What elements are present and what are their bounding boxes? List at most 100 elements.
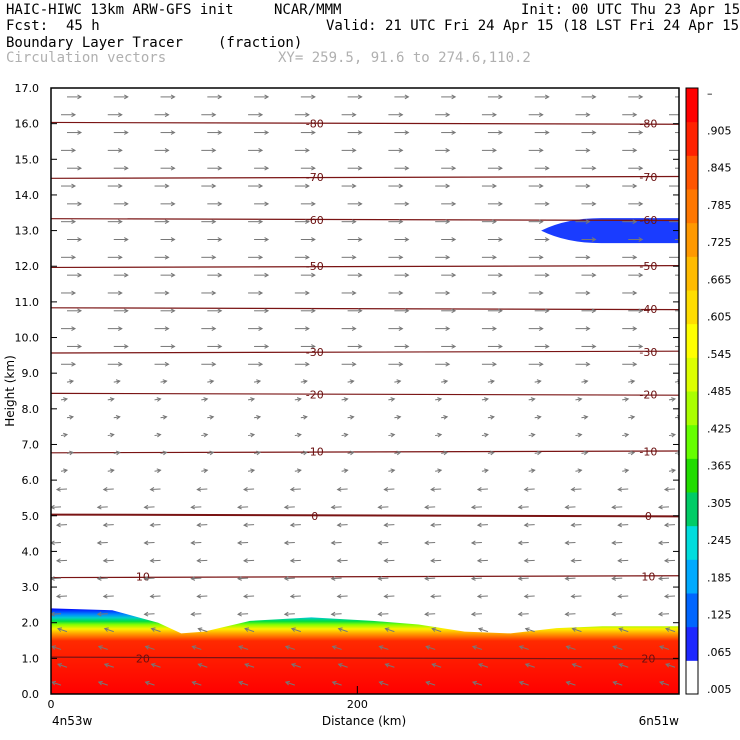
circulation-vector-head: [302, 450, 308, 456]
circulation-vector: [284, 506, 295, 508]
circulation-vector-head: [336, 522, 342, 528]
circulation-vector-head: [577, 397, 583, 402]
circulation-vector: [97, 577, 108, 580]
circulation-vector-head: [430, 522, 435, 528]
circulation-vector-head: [679, 148, 683, 152]
circulation-vector: [338, 663, 348, 668]
circulation-vector-head: [424, 504, 429, 510]
circulation-vector: [337, 559, 348, 562]
circulation-vector-head: [398, 219, 404, 225]
circulation-vector-head: [164, 112, 170, 118]
circulation-vector-head: [377, 576, 383, 581]
circulation-vector: [425, 542, 436, 544]
circulation-vector-head: [149, 487, 155, 492]
circulation-vector-head: [630, 414, 636, 420]
circulation-vector-head: [577, 468, 583, 474]
circulation-vector-head: [197, 627, 203, 632]
circulation-vector: [191, 613, 202, 615]
isotherm-line: [51, 307, 679, 311]
tracer-boundary-layer: [51, 608, 679, 694]
circulation-vector-head: [250, 468, 256, 474]
circulation-vector-head: [632, 254, 638, 260]
circulation-vector: [337, 488, 348, 491]
circulation-vector-head: [383, 522, 389, 528]
circulation-vector-head: [390, 468, 396, 474]
colorbar-label: .725: [707, 236, 732, 249]
circulation-vector-head: [404, 308, 410, 314]
circulation-vector-head: [544, 130, 550, 135]
circulation-vector: [290, 595, 301, 597]
circulation-vector-head: [357, 130, 363, 135]
circulation-vector-head: [591, 201, 597, 207]
circulation-vector: [565, 506, 576, 508]
circulation-vector: [472, 645, 483, 650]
circulation-vector-head: [330, 540, 336, 546]
colorbar-swatch: [686, 189, 698, 224]
circulation-vector: [97, 506, 108, 508]
circulation-vector-head: [357, 94, 363, 100]
circulation-vector: [571, 559, 582, 562]
circulation-vector-head: [663, 558, 669, 564]
colorbar-label: .185: [707, 571, 732, 584]
circulation-vector-head: [77, 272, 83, 278]
circulation-vector-head: [591, 165, 597, 171]
circulation-vector: [197, 488, 208, 491]
circulation-vector: [431, 559, 442, 562]
circulation-vector-head: [489, 450, 495, 456]
circulation-vector: [51, 645, 62, 650]
circulation-vector: [565, 613, 576, 615]
circulation-vector-head: [591, 344, 597, 349]
isotherm-label: -80: [639, 118, 657, 131]
circulation-vector-head: [617, 522, 623, 528]
circulation-vector-head: [118, 361, 123, 367]
circulation-vector: [612, 542, 623, 544]
isotherm-label: -20: [639, 389, 657, 402]
circulation-vector-head: [170, 344, 176, 349]
circulation-vector-head: [211, 290, 217, 296]
circulation-vector-head: [396, 450, 402, 456]
circulation-vector-head: [243, 558, 248, 564]
circulation-vector: [285, 645, 296, 650]
circulation-vector-head: [470, 611, 476, 617]
circulation-vector-head: [451, 237, 457, 242]
circulation-vector-head: [118, 112, 123, 118]
circulation-vector: [198, 663, 208, 668]
circulation-vector-head: [632, 183, 638, 189]
circulation-vector-head: [671, 468, 677, 474]
circulation-vector-head: [357, 308, 363, 314]
circulation-vector-head: [357, 237, 363, 242]
isotherm-label: 0: [645, 510, 652, 523]
circulation-vector-head: [679, 327, 683, 331]
circulation-vector: [244, 628, 255, 633]
circulation-vector-head: [632, 219, 638, 225]
x-endpoint-left: 4n53w: [52, 714, 93, 728]
circulation-vector-head: [476, 522, 482, 528]
circulation-vector-head: [351, 112, 357, 118]
circulation-vector-head: [63, 468, 69, 474]
circulation-vector-head: [124, 237, 129, 242]
circulation-vector-head: [217, 344, 223, 349]
circulation-vector: [471, 506, 482, 508]
circulation-vector-head: [336, 593, 342, 599]
circulation-vector-head: [196, 522, 202, 528]
circulation-vector-head: [349, 450, 355, 456]
circulation-vector: [572, 628, 582, 633]
circulation-vector: [379, 681, 389, 686]
circulation-vector: [244, 595, 255, 597]
colorbar-swatch: [686, 492, 698, 527]
circulation-vector-head: [430, 487, 435, 492]
circulation-vector-head: [190, 540, 196, 546]
circulation-vector-head: [377, 504, 383, 510]
circulation-vector-head: [170, 130, 176, 135]
circulation-vector-head: [657, 611, 663, 617]
circulation-vector-head: [431, 627, 437, 632]
circulation-vector-head: [536, 379, 542, 384]
circulation-vector-head: [570, 487, 576, 492]
circulation-vector-head: [243, 593, 248, 599]
circulation-vector-head: [102, 593, 108, 599]
circulation-vector-head: [217, 165, 223, 171]
circulation-vector-head: [383, 593, 389, 599]
circulation-vector-head: [96, 504, 102, 510]
circulation-vector: [518, 613, 529, 615]
circulation-vector-head: [164, 361, 170, 367]
